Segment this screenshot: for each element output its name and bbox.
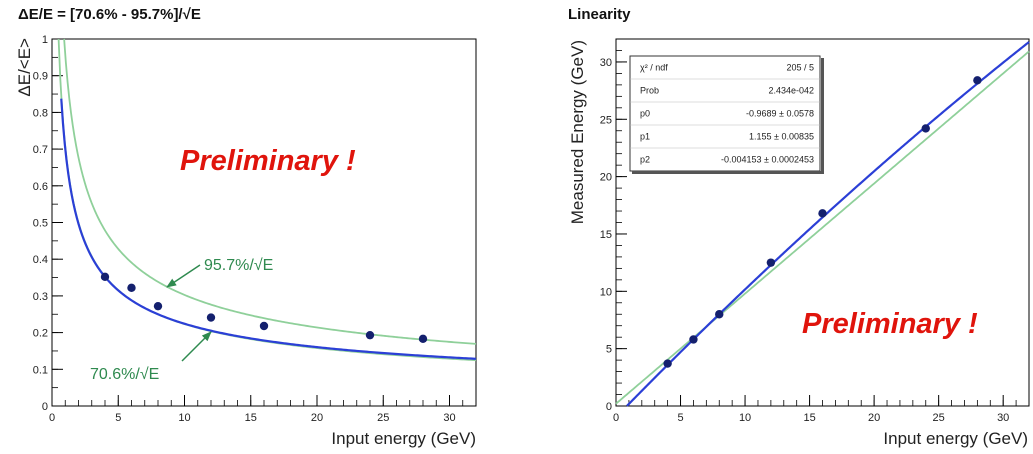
stats-row-value: -0.004153 ± 0.0002453 [721, 155, 814, 165]
left-reference-curve [57, 38, 477, 362]
right-y-tick-label: 30 [600, 57, 612, 69]
right-x-tick-label: 10 [739, 412, 751, 424]
stats-row-name: p0 [640, 109, 650, 119]
left-y-tick-label: 0.5 [33, 218, 48, 230]
left-x-tick-label: 30 [443, 412, 455, 424]
left-plot-frame [51, 38, 477, 407]
left-x-axis-label: Input energy (GeV) [331, 429, 476, 448]
left-data-point [100, 272, 110, 282]
left-lower-arrow [181, 331, 212, 362]
left-x-tick-label: 10 [178, 412, 190, 424]
right-y-tick-label: 15 [600, 229, 612, 241]
stats-row-value: -0.9689 ± 0.0578 [746, 109, 814, 119]
fit-stats-box: χ² / ndf 205 / 5 Prob 2.434e-042 p0 -0.9689 ±… [629, 55, 824, 174]
right-data-point [689, 335, 698, 344]
right-y-tick-label: 20 [600, 172, 612, 184]
right-y-tick-label: 25 [600, 114, 612, 126]
right-data-point [973, 76, 982, 85]
left-data-point [418, 334, 428, 344]
stats-row-name: χ² / ndf [640, 63, 668, 73]
stats-row-value: 1.155 ± 0.00835 [749, 132, 814, 142]
left-y-tick-label: 0.8 [33, 107, 48, 119]
right-y-tick-label: 5 [606, 344, 612, 356]
left-fit-curve [60, 98, 477, 360]
left-y-tick-label: 0 [42, 401, 48, 413]
left-ref-label-upper: 95.7%/√E [204, 257, 273, 274]
right-reference-line [615, 50, 1030, 405]
right-x-tick-label: 0 [613, 412, 619, 424]
left-preliminary-label: Preliminary ! [180, 145, 356, 177]
right-x-tick-label: 25 [933, 412, 945, 424]
left-y-tick-label: 0.4 [33, 254, 48, 266]
left-x-tick-label: 25 [377, 412, 389, 424]
right-x-tick-label: 15 [803, 412, 815, 424]
left-ref-label-lower: 70.6%/√E [90, 366, 159, 383]
right-x-axis-label: Input energy (GeV) [883, 429, 1028, 448]
stats-row-value: 2.434e-042 [768, 86, 814, 96]
left-y-tick-label: 0.1 [33, 364, 48, 376]
left-reference-curve [63, 38, 477, 345]
right-data-point [818, 209, 827, 218]
left-y-axis-label: ΔE/<E> [15, 38, 34, 97]
right-y-axis-label: Measured Energy (GeV) [568, 40, 587, 224]
right-data-point [715, 310, 724, 319]
left-x-tick-label: 15 [245, 412, 257, 424]
left-data-point [206, 313, 216, 322]
right-preliminary-label: Preliminary ! [802, 308, 978, 340]
right-data-point [921, 124, 930, 133]
right-x-tick-label: 5 [677, 412, 683, 424]
stats-row-value: 205 / 5 [786, 63, 814, 73]
left-data-point [259, 321, 269, 331]
right-chart-title: Linearity [568, 6, 631, 23]
right-y-tick-label: 0 [606, 401, 612, 413]
left-x-tick-label: 20 [311, 412, 323, 424]
stats-row-name: Prob [640, 86, 659, 96]
stats-row-name: p1 [640, 132, 650, 142]
right-data-point [766, 258, 776, 267]
left-y-tick-label: 0.7 [33, 144, 48, 156]
left-y-tick-label: 0.3 [33, 291, 48, 303]
left-y-tick-label: 0.9 [33, 71, 48, 83]
left-x-tick-label: 5 [115, 412, 121, 424]
left-y-tick-label: 0.2 [33, 328, 48, 340]
left-data-point [153, 301, 163, 311]
left-y-tick-label: 0.6 [33, 181, 48, 193]
right-y-tick-label: 10 [600, 286, 612, 298]
left-data-point [127, 283, 136, 293]
left-upper-arrow [166, 264, 201, 288]
right-data-point [663, 359, 672, 368]
left-x-tick-label: 0 [49, 412, 55, 424]
right-x-tick-label: 30 [997, 412, 1009, 424]
left-chart-title: ΔE/E = [70.6% - 95.7%]/√E [18, 6, 201, 23]
stats-row-name: p2 [640, 155, 650, 165]
right-x-tick-label: 20 [868, 412, 880, 424]
left-data-point [365, 330, 375, 340]
left-y-tick-label: 1 [42, 34, 48, 46]
